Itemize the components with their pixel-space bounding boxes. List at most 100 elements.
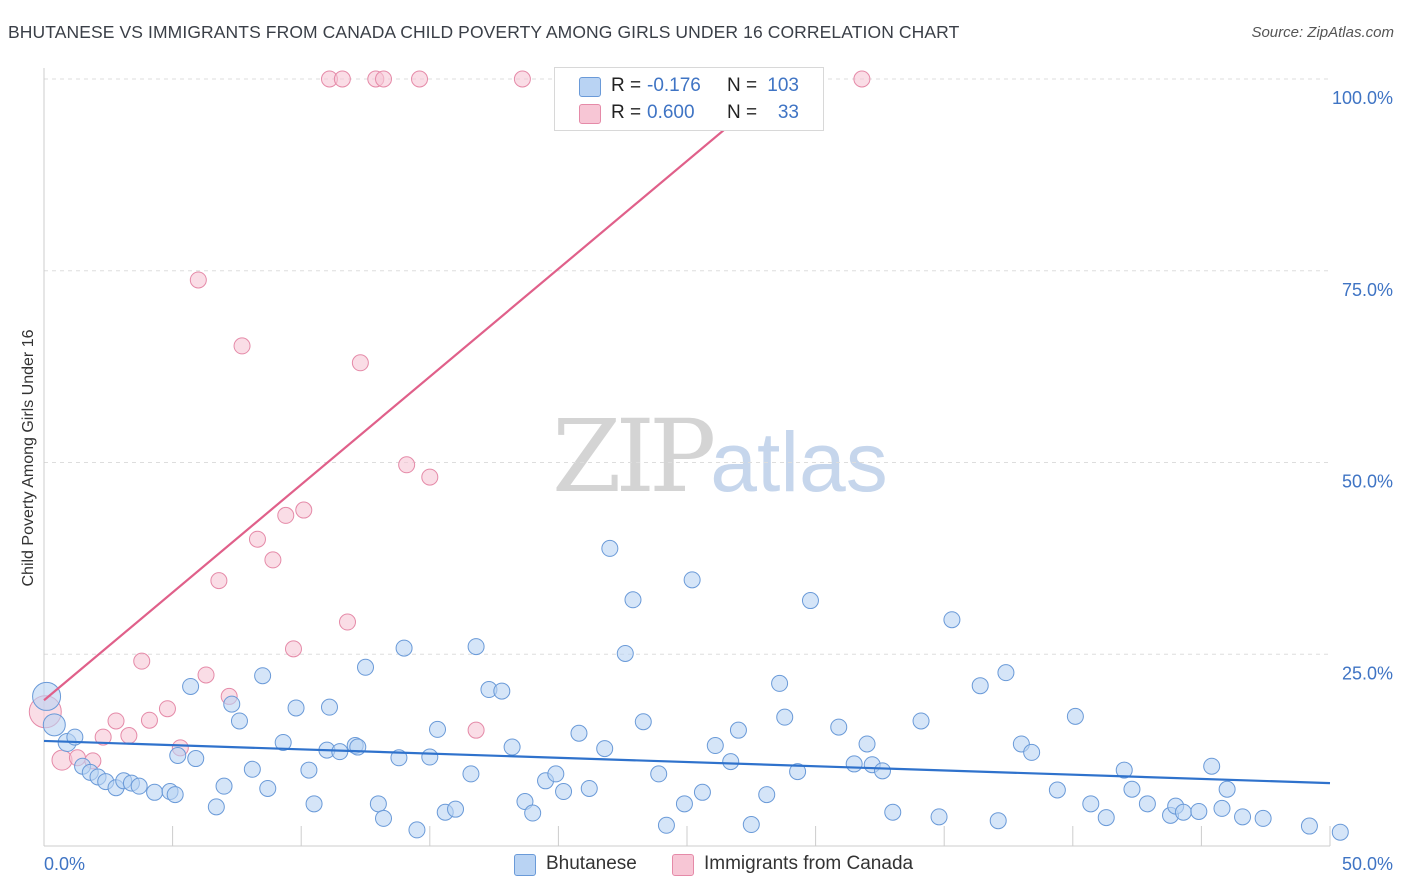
- bhutanese-point: [215, 777, 233, 795]
- chart-title: BHUTANESE VS IMMIGRANTS FROM CANADA CHIL…: [8, 22, 960, 42]
- legend-row-bhutanese: R = -0.176 N = 103: [555, 73, 823, 101]
- series-legend: Bhutanese Immigrants from Canada: [0, 852, 1406, 878]
- bhutanese-point: [547, 765, 565, 783]
- immigrants-from-canada-points: [28, 70, 871, 771]
- legend-swatch-blue: [579, 77, 601, 97]
- immigrants-from-canada-trend-line: [43, 78, 786, 702]
- bhutanese-point: [375, 809, 393, 827]
- correlation-legend: R = -0.176 N = 103 R = 0.600 N = 33: [554, 67, 824, 131]
- bhutanese-point: [1234, 808, 1252, 826]
- series-swatch-blue: [514, 854, 536, 876]
- bhutanese-point: [187, 750, 205, 768]
- immigrants-from-canada-point: [189, 271, 207, 289]
- bhutanese-point: [300, 761, 318, 779]
- bhutanese-point: [971, 677, 989, 695]
- immigrants-from-canada-point: [197, 666, 215, 684]
- bhutanese-point: [447, 800, 465, 818]
- bhutanese-point: [742, 816, 760, 834]
- bhutanese-point: [1048, 781, 1066, 799]
- series-swatch-pink: [672, 854, 694, 876]
- chart-source: Source: ZipAtlas.com: [1251, 24, 1394, 41]
- bhutanese-point: [930, 808, 948, 826]
- bhutanese-point: [287, 699, 305, 717]
- bhutanese-point: [1331, 823, 1349, 841]
- bhutanese-point: [722, 753, 740, 771]
- bhutanese-point: [130, 777, 148, 795]
- immigrants-from-canada-point: [133, 652, 151, 670]
- bhutanese-point: [146, 783, 164, 801]
- bhutanese-trend-line: [43, 739, 1331, 785]
- bhutanese-point: [230, 712, 248, 730]
- bhutanese-point: [830, 718, 848, 736]
- bhutanese-point: [207, 798, 225, 816]
- bhutanese-point: [1300, 817, 1318, 835]
- bhutanese-point: [1023, 743, 1041, 761]
- immigrants-from-canada-point: [51, 749, 73, 771]
- immigrants-from-canada-point: [467, 721, 485, 739]
- bhutanese-point: [884, 803, 902, 821]
- bhutanese-point: [601, 539, 619, 557]
- y-tick-label: 100.0%: [1332, 88, 1393, 108]
- bhutanese-point: [1115, 761, 1133, 779]
- immigrants-from-canada-point: [333, 70, 351, 88]
- tick-labels: 25.0% 50.0% 75.0% 100.0% 0.0% 50.0% Child Pove…: [20, 88, 1393, 874]
- immigrants-from-canada-point: [338, 613, 356, 631]
- bhutanese-point: [369, 795, 387, 813]
- bhutanese-point: [1190, 802, 1208, 820]
- bhutanese-point: [858, 735, 876, 753]
- immigrants-from-canada-point: [210, 572, 228, 590]
- bhutanese-point: [683, 571, 701, 589]
- bhutanese-point: [943, 611, 961, 629]
- bhutanese-point: [243, 760, 261, 778]
- x-tick-label: 50.0%: [1342, 854, 1393, 874]
- bhutanese-point: [421, 748, 439, 766]
- immigrants-from-canada-point: [398, 456, 416, 474]
- bhutanese-point: [1218, 780, 1236, 798]
- bhutanese-point: [624, 591, 642, 609]
- axis-layer: [43, 68, 1331, 847]
- bhutanese-point: [789, 763, 807, 781]
- bhutanese-point: [467, 638, 485, 656]
- bhutanese-point: [320, 698, 338, 716]
- bhutanese-point: [580, 779, 598, 797]
- bhutanese-point: [1066, 707, 1084, 725]
- watermark-zip: ZIP: [552, 398, 716, 515]
- bhutanese-point: [1123, 780, 1141, 798]
- immigrants-from-canada-point: [375, 70, 393, 88]
- bhutanese-point: [845, 755, 863, 773]
- bhutanese-point: [873, 762, 891, 780]
- bhutanese-point: [1254, 809, 1272, 827]
- immigrants-from-canada-point: [94, 728, 112, 746]
- series-label-bhutanese: Bhutanese: [546, 853, 637, 874]
- immigrants-from-canada-point: [140, 711, 158, 729]
- bhutanese-point: [596, 740, 614, 758]
- immigrants-from-canada-point: [853, 70, 871, 88]
- y-tick-label: 50.0%: [1342, 472, 1393, 492]
- bhutanese-point: [169, 746, 187, 764]
- bhutanese-point: [462, 765, 480, 783]
- bhutanese-point: [706, 737, 724, 755]
- bhutanese-point: [634, 713, 652, 731]
- immigrants-from-canada-point: [120, 727, 138, 745]
- bhutanese-point: [758, 786, 776, 804]
- legend-r-value: -0.176: [647, 75, 701, 96]
- bhutanese-point: [254, 667, 272, 685]
- bhutanese-point: [223, 695, 241, 713]
- immigrants-from-canada-point: [233, 337, 251, 355]
- bhutanese-point: [1138, 795, 1156, 813]
- bhutanese-point: [616, 644, 634, 662]
- bhutanese-point: [524, 804, 542, 822]
- bhutanese-point: [349, 738, 367, 756]
- immigrants-from-canada-point: [277, 506, 295, 524]
- immigrants-from-canada-point: [351, 354, 369, 372]
- immigrants-from-canada-point: [513, 70, 531, 88]
- series-label-immigrants-from-canada: Immigrants from Canada: [704, 853, 914, 874]
- legend-row-immigrants-from-canada: R = 0.600 N = 33: [555, 100, 823, 128]
- y-axis-label: Child Poverty Among Girls Under 16: [20, 329, 37, 586]
- immigrants-from-canada-point: [264, 551, 282, 569]
- bhutanese-point: [274, 733, 292, 751]
- bhutanese-point: [429, 720, 447, 738]
- y-tick-label: 25.0%: [1342, 663, 1393, 683]
- bhutanese-point: [259, 779, 277, 797]
